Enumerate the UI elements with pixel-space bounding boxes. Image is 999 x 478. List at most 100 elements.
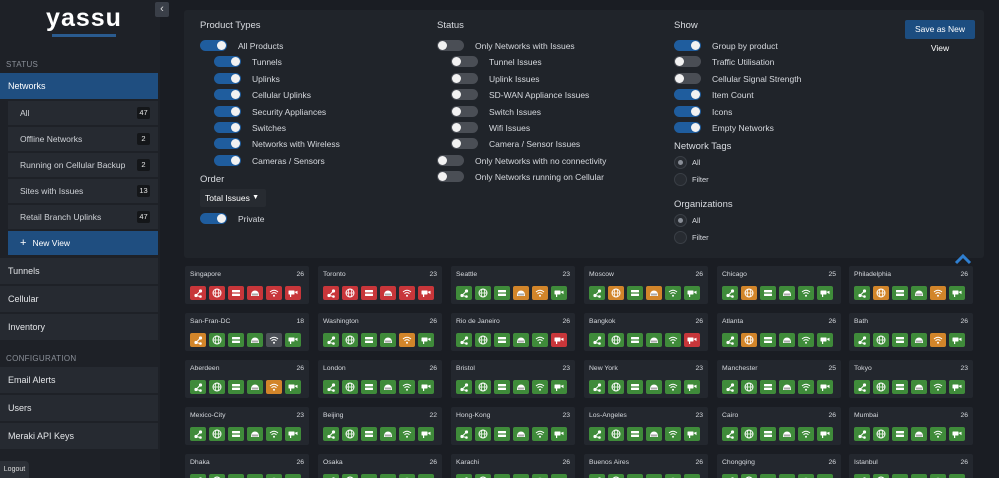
appliance-icon[interactable] [361, 474, 377, 478]
network-card[interactable]: San-Fran-DC 18 [185, 313, 309, 351]
tunnel-icon[interactable] [190, 333, 206, 347]
switch-icon[interactable] [247, 286, 263, 300]
network-card[interactable]: Manchester 25 [717, 360, 841, 398]
globe-icon[interactable] [475, 333, 491, 347]
tunnel-icon[interactable] [854, 333, 870, 347]
globe-icon[interactable] [741, 286, 757, 300]
switch-icon[interactable] [247, 474, 263, 478]
tunnel-icon[interactable] [722, 427, 738, 441]
tunnel-icon[interactable] [190, 380, 206, 394]
network-card[interactable]: New York 23 [584, 360, 708, 398]
status-filter-toggle[interactable] [437, 40, 464, 51]
network-card[interactable]: Singapore 26 [185, 266, 309, 304]
camera-icon[interactable] [949, 380, 965, 394]
tunnel-icon[interactable] [722, 474, 738, 478]
order-select[interactable]: Total Issues ▼ [200, 189, 266, 207]
switch-icon[interactable] [380, 333, 396, 347]
network-card[interactable]: Toronto 23 [318, 266, 442, 304]
switch-icon[interactable] [247, 427, 263, 441]
switch-icon[interactable] [779, 286, 795, 300]
wifi-icon[interactable] [266, 474, 282, 478]
save-as-new-view-button[interactable]: Save as New View [905, 20, 975, 53]
tunnel-icon[interactable] [589, 333, 605, 347]
show-option-toggle[interactable] [674, 105, 701, 117]
switch-icon[interactable] [911, 474, 927, 478]
appliance-icon[interactable] [892, 333, 908, 347]
show-option-toggle[interactable] [674, 72, 701, 84]
wifi-icon[interactable] [930, 380, 946, 394]
appliance-icon[interactable] [627, 333, 643, 347]
status-filter-toggle[interactable] [451, 122, 478, 133]
tunnel-icon[interactable] [323, 333, 339, 347]
network-card[interactable]: Beijing 22 [318, 407, 442, 445]
switch-icon[interactable] [779, 380, 795, 394]
tunnel-icon[interactable] [722, 286, 738, 300]
network-card[interactable]: Dhaka 26 [185, 454, 309, 478]
network-card[interactable]: Mumbai 26 [849, 407, 973, 445]
globe-icon[interactable] [873, 333, 889, 347]
camera-icon[interactable] [285, 286, 301, 300]
camera-icon[interactable] [684, 333, 700, 347]
wifi-icon[interactable] [399, 427, 415, 441]
switch-icon[interactable] [513, 427, 529, 441]
status-filter-toggle[interactable] [437, 171, 464, 183]
wifi-icon[interactable] [532, 333, 548, 347]
product-type-toggle[interactable] [214, 154, 241, 166]
tunnel-icon[interactable] [323, 427, 339, 441]
network-card[interactable]: Osaka 26 [318, 454, 442, 478]
show-option-toggle[interactable] [674, 122, 701, 133]
network-card[interactable]: Chicago 25 [717, 266, 841, 304]
wifi-icon[interactable] [665, 427, 681, 441]
appliance-icon[interactable] [627, 474, 643, 478]
tunnel-icon[interactable] [323, 474, 339, 478]
appliance-icon[interactable] [228, 380, 244, 394]
sidebar-item-email-alerts[interactable]: Email Alerts [0, 367, 158, 393]
wifi-icon[interactable] [532, 474, 548, 478]
sidebar-item-meraki-api-keys[interactable]: Meraki API Keys [0, 423, 158, 449]
new-view-button[interactable]: + New View [8, 231, 158, 255]
appliance-icon[interactable] [228, 286, 244, 300]
wifi-icon[interactable] [399, 333, 415, 347]
appliance-icon[interactable] [361, 380, 377, 394]
appliance-icon[interactable] [892, 380, 908, 394]
wifi-icon[interactable] [665, 286, 681, 300]
sidebar-item-tunnels[interactable]: Tunnels [0, 258, 158, 284]
brand-logo[interactable]: yassu [44, 5, 124, 37]
appliance-icon[interactable] [760, 333, 776, 347]
globe-icon[interactable] [209, 474, 225, 478]
wifi-icon[interactable] [665, 380, 681, 394]
chevron-up-icon[interactable] [953, 252, 973, 266]
wifi-icon[interactable] [665, 474, 681, 478]
camera-icon[interactable] [949, 427, 965, 441]
appliance-icon[interactable] [494, 474, 510, 478]
switch-icon[interactable] [646, 333, 662, 347]
switch-icon[interactable] [380, 380, 396, 394]
camera-icon[interactable] [949, 333, 965, 347]
status-filter-toggle[interactable] [451, 89, 478, 101]
network-card[interactable]: Chongqing 26 [717, 454, 841, 478]
appliance-icon[interactable] [361, 333, 377, 347]
show-option-toggle[interactable] [674, 40, 701, 51]
sidebar-item-sites-with-issues[interactable]: Sites with Issues 13 [8, 179, 158, 203]
network-card[interactable]: Cairo 26 [717, 407, 841, 445]
sidebar-item-networks[interactable]: Networks [0, 73, 158, 99]
wifi-icon[interactable] [532, 286, 548, 300]
tunnel-icon[interactable] [323, 380, 339, 394]
appliance-icon[interactable] [760, 427, 776, 441]
switch-icon[interactable] [911, 286, 927, 300]
camera-icon[interactable] [551, 380, 567, 394]
sidebar-item-offline-networks[interactable]: Offline Networks 2 [8, 127, 158, 151]
camera-icon[interactable] [817, 427, 833, 441]
product-type-toggle[interactable] [214, 122, 241, 133]
appliance-icon[interactable] [228, 474, 244, 478]
wifi-icon[interactable] [399, 286, 415, 300]
globe-icon[interactable] [475, 474, 491, 478]
switch-icon[interactable] [513, 286, 529, 300]
show-option-toggle[interactable] [674, 89, 701, 101]
camera-icon[interactable] [949, 474, 965, 478]
network-card[interactable]: Hong-Kong 23 [451, 407, 575, 445]
globe-icon[interactable] [873, 380, 889, 394]
camera-icon[interactable] [817, 474, 833, 478]
product-type-toggle[interactable] [214, 72, 241, 84]
tunnel-icon[interactable] [190, 286, 206, 300]
